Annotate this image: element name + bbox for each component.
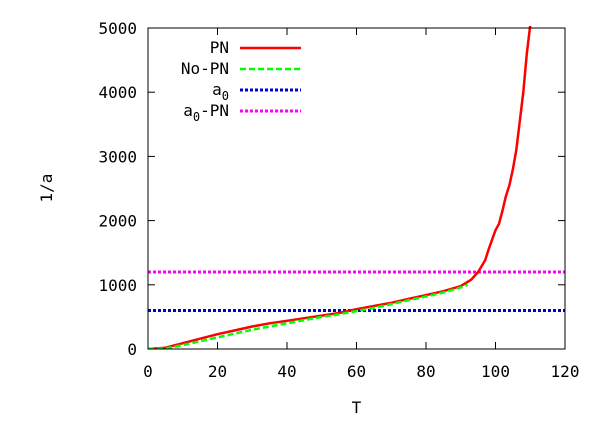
plot-series <box>148 26 565 349</box>
x-tick-label: 40 <box>277 362 296 381</box>
y-tick-label: 2000 <box>98 212 137 231</box>
x-tick-label: 120 <box>551 362 580 381</box>
legend-label: a0-PN <box>183 101 229 124</box>
y-axis-label: 1/a <box>37 174 56 203</box>
series-line-1 <box>148 283 469 349</box>
legend-label: PN <box>210 38 229 57</box>
x-tick-label: 80 <box>416 362 435 381</box>
x-tick-label: 100 <box>481 362 510 381</box>
axis-ticks: 0 20 40 60 80 100 120 0 1000 2000 3000 4000 5000 <box>98 19 579 381</box>
legend-label: a0 <box>212 80 229 103</box>
legend-label: No-PN <box>181 59 229 78</box>
y-tick-label: 4000 <box>98 83 137 102</box>
y-tick-label: 5000 <box>98 19 137 38</box>
x-tick-label: 0 <box>143 362 153 381</box>
x-tick-label: 20 <box>208 362 227 381</box>
x-tick-label: 60 <box>347 362 366 381</box>
y-tick-label: 1000 <box>98 276 137 295</box>
y-tick-label: 3000 <box>98 147 137 166</box>
x-axis-label: T <box>352 398 362 417</box>
y-tick-label: 0 <box>127 340 137 359</box>
